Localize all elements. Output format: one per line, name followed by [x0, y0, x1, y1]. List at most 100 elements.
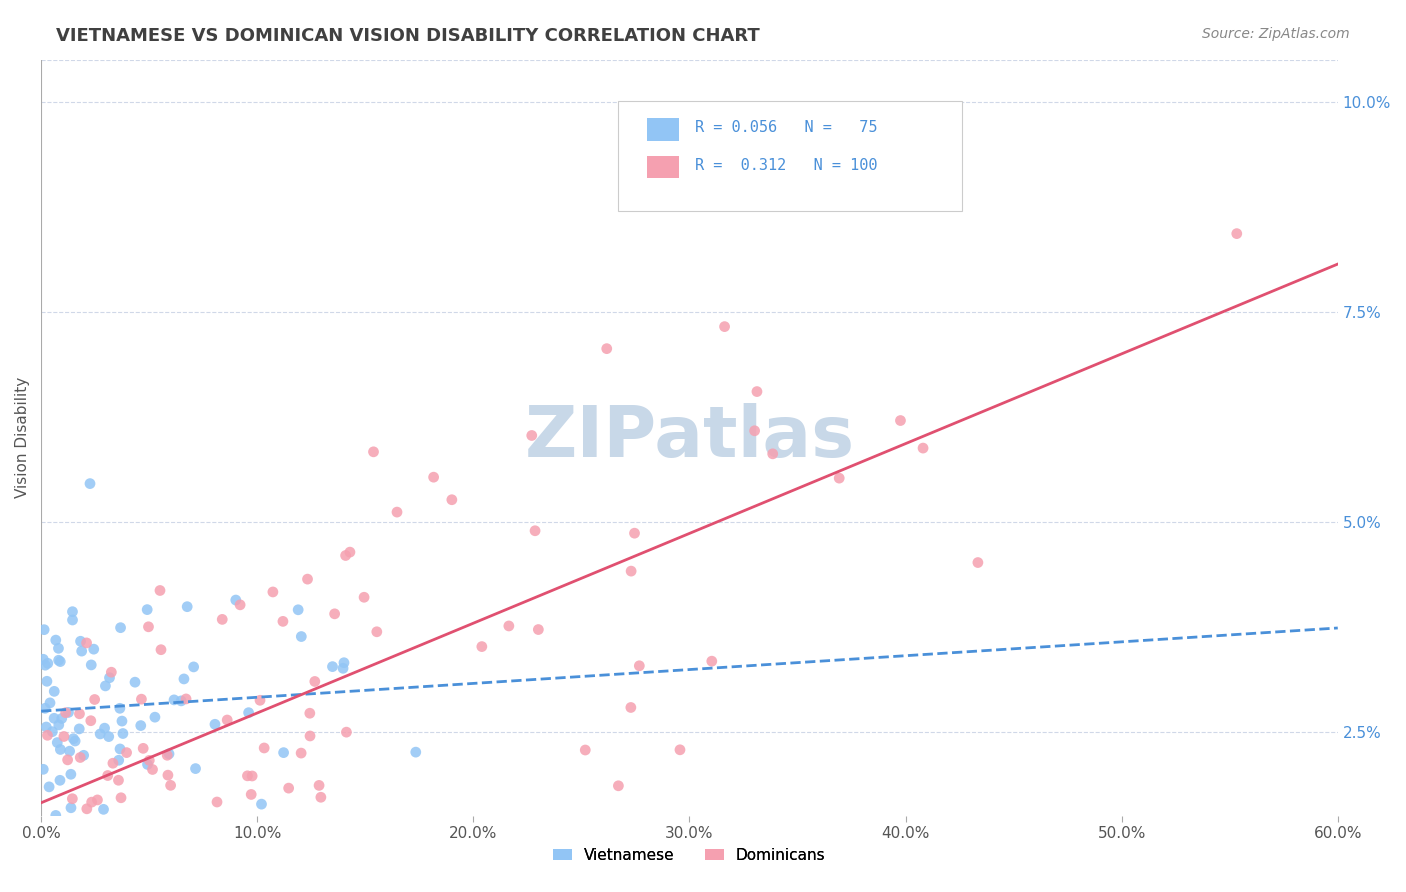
Point — [49, 742, 72, 756]
Point — [37, 657, 59, 671]
Point — [46, 735, 69, 749]
Point — [39, 696, 62, 710]
Point — [176, 599, 198, 614]
Point — [45, 808, 67, 822]
Text: VIETNAMESE VS DOMINICAN VISION DISABILITY CORRELATION CHART: VIETNAMESE VS DOMINICAN VISION DISABILIT… — [56, 27, 761, 45]
Point — [170, 694, 193, 708]
Point — [163, 693, 186, 707]
Point — [157, 747, 180, 761]
Point — [440, 492, 463, 507]
Point — [83, 642, 105, 657]
Point — [217, 713, 239, 727]
FancyBboxPatch shape — [647, 155, 679, 178]
Point — [332, 661, 354, 675]
Point — [156, 768, 179, 782]
Point — [607, 779, 630, 793]
Point — [141, 763, 163, 777]
Point — [299, 729, 322, 743]
Point — [38, 780, 60, 794]
Point — [204, 717, 226, 731]
Point — [290, 746, 312, 760]
Point — [48, 718, 70, 732]
Point — [41, 851, 63, 865]
Point — [150, 642, 173, 657]
Point — [620, 700, 643, 714]
FancyBboxPatch shape — [647, 118, 679, 141]
Point — [136, 602, 159, 616]
Point — [249, 693, 271, 707]
Point — [363, 445, 385, 459]
Point — [143, 710, 166, 724]
Point — [110, 621, 132, 635]
Legend: Vietnamese, Dominicans: Vietnamese, Dominicans — [547, 841, 831, 869]
Point — [527, 623, 550, 637]
Point — [471, 640, 494, 654]
Point — [34, 851, 56, 865]
Point — [136, 757, 159, 772]
Point — [247, 851, 270, 865]
Point — [108, 701, 131, 715]
Point — [97, 768, 120, 782]
Point — [287, 603, 309, 617]
Point — [302, 841, 325, 855]
Point — [1226, 227, 1249, 241]
FancyBboxPatch shape — [619, 101, 962, 211]
Point — [273, 746, 295, 760]
Point — [32, 851, 55, 865]
Point — [333, 656, 356, 670]
Point — [250, 797, 273, 812]
Point — [76, 636, 98, 650]
Point — [173, 672, 195, 686]
Point — [149, 583, 172, 598]
Point — [129, 828, 152, 842]
Point — [335, 549, 357, 563]
Point — [69, 750, 91, 764]
Point — [56, 753, 79, 767]
Point — [229, 598, 252, 612]
Point — [86, 793, 108, 807]
Point — [385, 505, 408, 519]
Point — [49, 773, 72, 788]
Point — [93, 721, 115, 735]
Point — [35, 720, 58, 734]
Point — [323, 607, 346, 621]
Point — [138, 753, 160, 767]
Point — [262, 585, 284, 599]
Point — [55, 706, 77, 720]
Point — [63, 734, 86, 748]
Point — [32, 623, 55, 637]
Point — [100, 665, 122, 680]
Point — [77, 851, 100, 865]
Point — [94, 679, 117, 693]
Text: Source: ZipAtlas.com: Source: ZipAtlas.com — [1202, 27, 1350, 41]
Point — [669, 743, 692, 757]
Text: R = 0.056   N =   75: R = 0.056 N = 75 — [695, 120, 877, 136]
Point — [129, 718, 152, 732]
Point — [62, 605, 84, 619]
Point — [51, 711, 73, 725]
Point — [58, 706, 80, 720]
Point — [184, 762, 207, 776]
Point — [524, 524, 547, 538]
Point — [121, 833, 143, 847]
Point — [69, 706, 91, 721]
Point — [713, 319, 735, 334]
Point — [48, 641, 70, 656]
Point — [76, 802, 98, 816]
Point — [240, 788, 263, 802]
Text: ZIPatlas: ZIPatlas — [524, 403, 855, 472]
Point — [277, 781, 299, 796]
Point — [744, 424, 766, 438]
Point — [34, 851, 56, 865]
Point — [107, 773, 129, 788]
Point — [98, 671, 121, 685]
Point — [111, 714, 134, 728]
Point — [353, 591, 375, 605]
Point — [83, 692, 105, 706]
Point — [80, 714, 103, 728]
Point — [288, 844, 311, 858]
Point — [308, 778, 330, 792]
Point — [72, 748, 94, 763]
Point — [37, 728, 59, 742]
Point — [297, 572, 319, 586]
